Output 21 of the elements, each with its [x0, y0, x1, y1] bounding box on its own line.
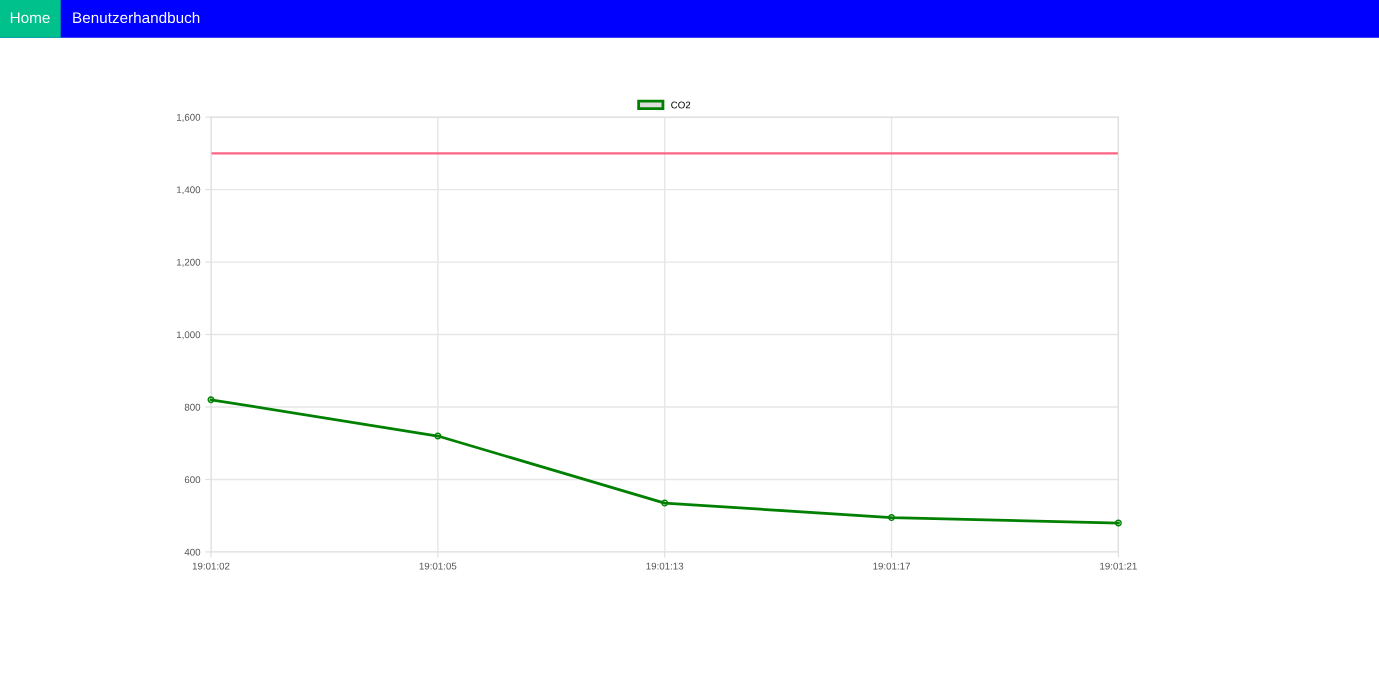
- y-tick-label: 1,000: [176, 331, 201, 340]
- text: Benutzerhandbuch: [73, 11, 200, 24]
- point: [661, 499, 669, 507]
- y-tick-label: 1,400: [176, 186, 201, 195]
- legend-label: CO2: [671, 101, 691, 109]
- y-tick-label: 800: [184, 403, 201, 411]
- point: [207, 396, 215, 404]
- x-tick-label: 19:01:21: [1100, 562, 1137, 570]
- y-tick-label: 600: [184, 476, 201, 484]
- y-tick-label: 1,200: [176, 258, 201, 267]
- point: [888, 514, 895, 522]
- x-tick-label: 19:01:05: [419, 562, 457, 570]
- y-tick-label: 1,600: [176, 113, 201, 122]
- x-tick-label: 19:01:02: [192, 562, 230, 570]
- text: Home: [10, 12, 50, 24]
- point: [434, 432, 442, 440]
- point: [1114, 519, 1122, 527]
- x-tick-label: 19:01:17: [873, 562, 910, 570]
- x-tick-label: 19:01:13: [646, 562, 684, 570]
- y-tick-label: 400: [184, 548, 201, 556]
- line-series: [207, 396, 1122, 527]
